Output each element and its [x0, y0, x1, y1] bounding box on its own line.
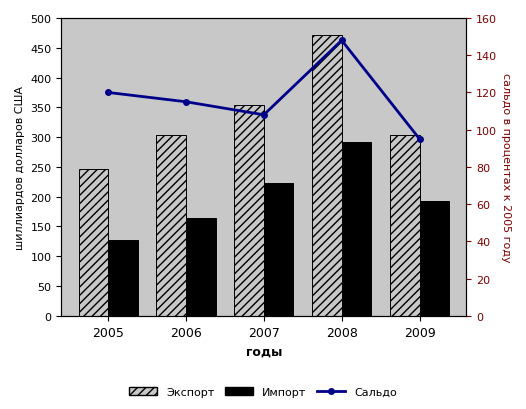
Bar — [312, 36, 342, 316]
Bar — [156, 135, 186, 316]
Bar — [186, 218, 216, 316]
Bar — [420, 202, 449, 316]
Legend: Экспорт, Импорт, Сальдо: Экспорт, Импорт, Сальдо — [125, 382, 401, 401]
Y-axis label: шиллиардов долларов США: шиллиардов долларов США — [15, 86, 25, 249]
Bar — [234, 106, 264, 316]
Bar — [264, 184, 294, 316]
Bar — [108, 240, 138, 316]
Bar — [342, 143, 371, 316]
Bar — [390, 135, 420, 316]
Y-axis label: сальдо в процентах к 2005 году: сальдо в процентах к 2005 году — [501, 73, 511, 262]
Bar — [78, 169, 108, 316]
X-axis label: годы: годы — [246, 344, 282, 357]
